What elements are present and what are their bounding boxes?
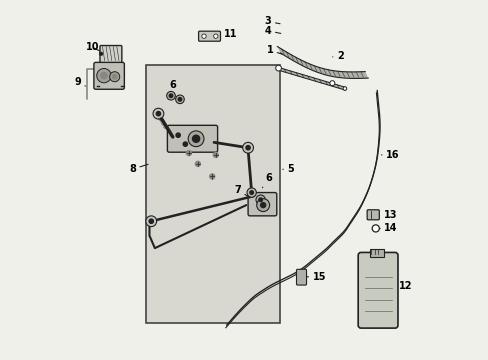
Circle shape (258, 198, 262, 202)
Circle shape (100, 52, 102, 55)
Circle shape (246, 188, 256, 197)
Circle shape (256, 199, 269, 212)
Circle shape (329, 81, 334, 86)
FancyBboxPatch shape (247, 193, 276, 216)
Circle shape (153, 108, 163, 119)
FancyBboxPatch shape (296, 269, 306, 285)
FancyBboxPatch shape (167, 125, 217, 152)
Polygon shape (277, 46, 367, 78)
FancyBboxPatch shape (100, 45, 122, 63)
Circle shape (192, 135, 199, 142)
Circle shape (213, 152, 218, 157)
Text: 2: 2 (332, 51, 343, 61)
Text: 6: 6 (169, 80, 176, 94)
Circle shape (112, 75, 117, 79)
Text: 10: 10 (85, 42, 100, 52)
Circle shape (101, 72, 107, 79)
Text: 3: 3 (264, 17, 280, 27)
FancyBboxPatch shape (94, 62, 124, 89)
Circle shape (145, 216, 156, 226)
FancyBboxPatch shape (198, 31, 220, 41)
Circle shape (245, 145, 250, 150)
Circle shape (109, 72, 120, 82)
Text: 14: 14 (379, 224, 397, 233)
Text: 5: 5 (282, 164, 294, 174)
Text: 1: 1 (266, 45, 281, 55)
Circle shape (166, 91, 175, 100)
Text: 11: 11 (219, 30, 237, 39)
Circle shape (242, 142, 253, 153)
Circle shape (97, 68, 111, 83)
FancyBboxPatch shape (357, 252, 397, 328)
Circle shape (156, 112, 160, 116)
Polygon shape (277, 67, 346, 90)
Text: 7: 7 (234, 185, 247, 197)
Circle shape (343, 87, 346, 90)
Circle shape (202, 34, 206, 39)
Circle shape (186, 150, 191, 156)
Circle shape (176, 133, 180, 137)
Bar (369, 249, 384, 257)
Text: SAOO: SAOO (156, 116, 167, 131)
Bar (145, 65, 280, 323)
Circle shape (169, 94, 172, 98)
Circle shape (371, 225, 379, 232)
Circle shape (178, 98, 182, 101)
Circle shape (183, 142, 187, 146)
Circle shape (255, 195, 265, 204)
Circle shape (175, 95, 184, 104)
Text: 16: 16 (381, 150, 399, 160)
FancyBboxPatch shape (366, 210, 379, 220)
Text: 8: 8 (129, 164, 148, 174)
Text: 15: 15 (306, 272, 325, 282)
Text: 4: 4 (264, 26, 280, 36)
Circle shape (188, 131, 203, 147)
Circle shape (209, 174, 214, 179)
Circle shape (275, 65, 281, 71)
Text: 12: 12 (394, 281, 412, 291)
Circle shape (195, 161, 200, 166)
Circle shape (149, 219, 153, 224)
Circle shape (249, 191, 253, 194)
Circle shape (260, 203, 265, 208)
Circle shape (213, 34, 218, 39)
Text: 6: 6 (262, 173, 271, 188)
Text: 13: 13 (378, 210, 396, 220)
Text: 9: 9 (74, 77, 85, 87)
